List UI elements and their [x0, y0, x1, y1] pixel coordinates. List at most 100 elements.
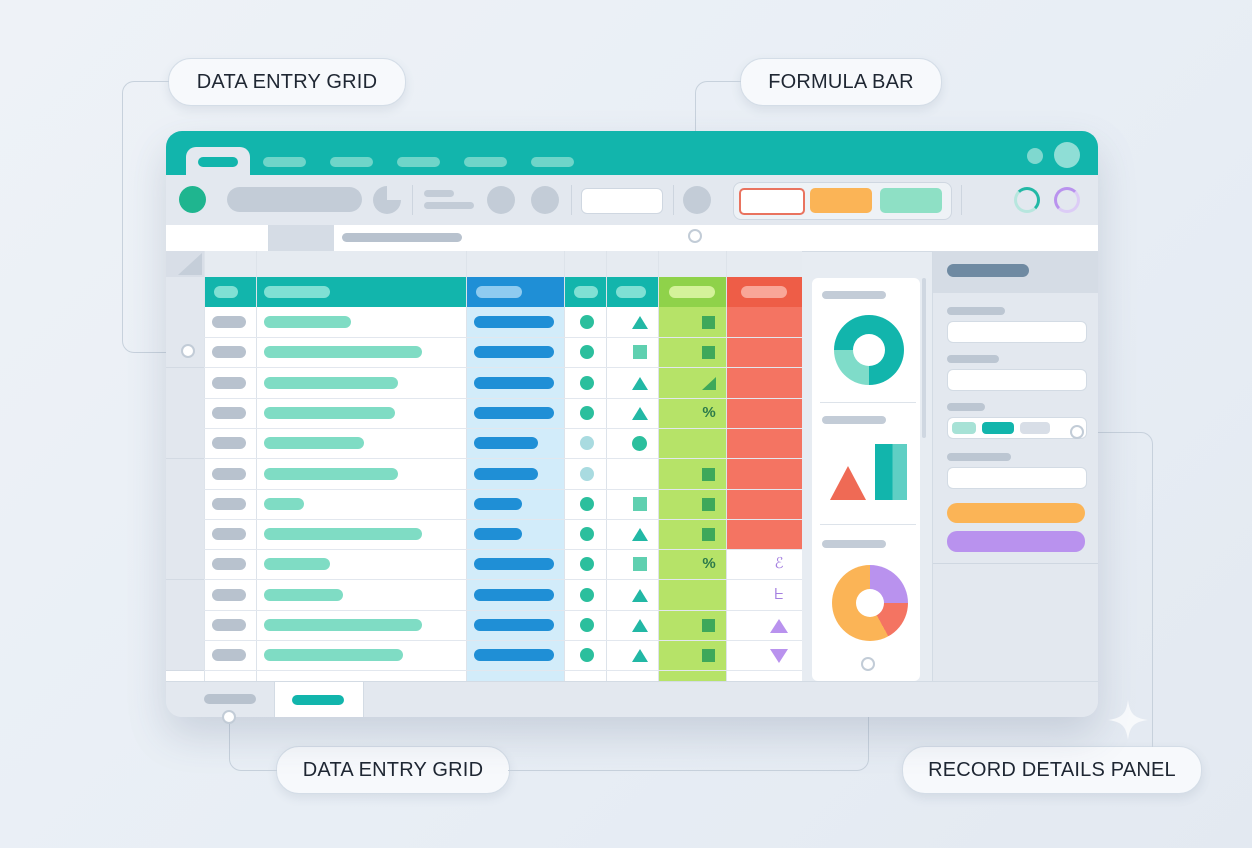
table-row[interactable]: [204, 368, 802, 399]
fx-button[interactable]: [269, 225, 334, 251]
row-number-cell[interactable]: [166, 519, 204, 550]
secondary-action-button[interactable]: [947, 531, 1085, 552]
spreadsheet-window: % % ℰ ᖶ: [166, 131, 1098, 717]
formula-input[interactable]: [342, 233, 462, 242]
name-cell-value: [264, 528, 422, 540]
table-row[interactable]: [204, 519, 802, 550]
blue-cell-value: [474, 468, 538, 480]
status-dot-icon: [580, 648, 594, 662]
table-row[interactable]: [204, 337, 802, 368]
id-cell-value: [212, 346, 246, 358]
purple-glyph-icon: ᖶ: [774, 586, 784, 603]
table-row[interactable]: % ℰ: [204, 549, 802, 580]
row-number-cell[interactable]: [166, 277, 204, 308]
id-cell-value: [212, 377, 246, 389]
id-cell-value: [212, 498, 246, 510]
callout-label: RECORD DETAILS PANEL: [928, 758, 1176, 781]
row-number-cell[interactable]: [166, 610, 204, 641]
id-cell-value: [212, 619, 246, 631]
name-box[interactable]: [166, 225, 269, 251]
id-cell-value: [212, 437, 246, 449]
swatch-orange-button[interactable]: [810, 188, 872, 213]
table-row[interactable]: [204, 489, 802, 520]
window-control-icon[interactable]: [1054, 142, 1080, 168]
tool-circle-icon[interactable]: [531, 186, 559, 214]
status-dot-icon: [580, 527, 594, 541]
triangle-marker-icon: [632, 649, 648, 662]
sheet-tab[interactable]: [204, 694, 256, 704]
row-number-cell[interactable]: [166, 580, 204, 611]
primary-action-button[interactable]: [947, 503, 1085, 523]
id-cell-value: [212, 528, 246, 540]
tab-placeholder[interactable]: [263, 157, 306, 167]
toolbar-input[interactable]: [581, 188, 663, 214]
row-number-cell[interactable]: [166, 307, 204, 338]
table-row[interactable]: %: [204, 398, 802, 429]
row-number-cell[interactable]: [166, 398, 204, 429]
tab-placeholder[interactable]: [464, 157, 507, 167]
progress-ring-icon: [1054, 187, 1080, 213]
table-row[interactable]: [204, 307, 802, 338]
row-number-cell[interactable]: [166, 459, 204, 490]
triangle-marker-icon: [632, 619, 648, 632]
align-tool-icon[interactable]: [424, 190, 454, 197]
row-number-cell[interactable]: [166, 489, 204, 520]
name-cell-value: [264, 558, 330, 570]
row-number-cell[interactable]: [166, 428, 204, 459]
square-marker-icon: [633, 345, 647, 359]
app-logo-icon: [179, 186, 206, 213]
donut-chart-icon: [834, 315, 904, 385]
swatch-mint-button[interactable]: [880, 188, 942, 213]
pie-tool-icon[interactable]: [373, 186, 401, 214]
table-row[interactable]: [204, 428, 802, 459]
detail-field-input[interactable]: [947, 369, 1087, 391]
table-row[interactable]: [204, 610, 802, 641]
green-wedge-icon: [702, 377, 716, 390]
row-number-cell[interactable]: [166, 640, 204, 671]
table-row[interactable]: [204, 640, 802, 671]
tab-placeholder[interactable]: [330, 157, 373, 167]
swatch-outline-button[interactable]: [739, 188, 805, 215]
window-control-icon[interactable]: [1027, 148, 1043, 164]
row-number-cell[interactable]: [166, 549, 204, 580]
status-dot-icon: [580, 376, 594, 390]
row-number-cell[interactable]: [166, 368, 204, 399]
select-all-corner[interactable]: [166, 251, 204, 277]
segmented-control[interactable]: [947, 417, 1087, 439]
blue-cell-value: [474, 498, 522, 510]
tab-placeholder[interactable]: [531, 157, 574, 167]
triangle-marker-icon: [632, 589, 648, 602]
detail-field-input[interactable]: [947, 467, 1087, 489]
status-dot-icon: [580, 557, 594, 571]
segment-option[interactable]: [1020, 422, 1050, 434]
segment-option[interactable]: [952, 422, 976, 434]
status-dot-icon: [580, 345, 594, 359]
charts-panel-scrollbar[interactable]: [922, 278, 926, 438]
tool-circle-icon[interactable]: [487, 186, 515, 214]
tab-active[interactable]: [186, 147, 250, 177]
tool-circle-icon[interactable]: [683, 186, 711, 214]
title-bar: [166, 131, 1098, 177]
blue-cell-value: [474, 437, 538, 449]
table-row[interactable]: [204, 459, 802, 490]
callout-data-entry-grid-top: DATA ENTRY GRID: [168, 58, 406, 106]
square-marker-icon: [633, 497, 647, 511]
table-row[interactable]: ᖶ: [204, 580, 802, 611]
segment-option-selected[interactable]: [982, 422, 1014, 434]
toolbar-dropdown[interactable]: [227, 187, 362, 212]
panel-title: [947, 264, 1029, 277]
callout-label: DATA ENTRY GRID: [196, 70, 378, 93]
align-tool-icon[interactable]: [424, 202, 474, 209]
id-cell-value: [212, 468, 246, 480]
circle-marker-icon: [632, 436, 647, 451]
name-cell-value: [264, 437, 364, 449]
green-square-icon: [702, 498, 715, 511]
pie-chart-icon: [832, 565, 908, 641]
detail-field-input[interactable]: [947, 321, 1087, 343]
tab-placeholder[interactable]: [397, 157, 440, 167]
charts-panel: [812, 278, 920, 681]
blue-cell-value: [474, 316, 554, 328]
anchor-dot: [861, 657, 875, 671]
name-cell-value: [264, 589, 343, 601]
sheet-tab-active[interactable]: [274, 682, 364, 717]
